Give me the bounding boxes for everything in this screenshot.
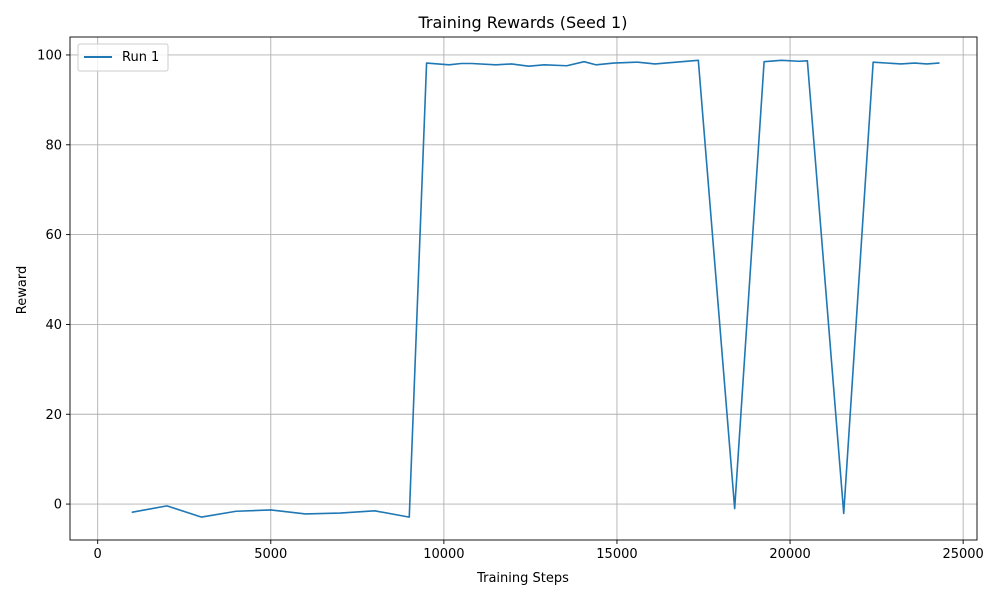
series-layer — [131, 59, 940, 518]
legend: Run 1 — [77, 43, 169, 72]
legend-box — [77, 43, 169, 72]
y-axis-label: Reward — [15, 266, 30, 314]
ticks: 0 5000 10000 15000 20000 25000 0 20 40 60 80 100 — [37, 48, 984, 562]
x-tick-label: 0 — [94, 547, 102, 562]
y-tick-label: 40 — [45, 318, 62, 333]
plot-frame — [69, 36, 978, 541]
x-tick-label: 5000 — [254, 547, 287, 562]
y-tick-label: 100 — [37, 48, 62, 63]
x-tick-label: 15000 — [596, 547, 637, 562]
x-tick-label: 25000 — [942, 547, 983, 562]
chart-title: Training Rewards (Seed 1) — [418, 13, 628, 32]
grid — [70, 37, 977, 540]
series-line-run-1 — [131, 59, 940, 518]
x-tick-label: 10000 — [423, 547, 464, 562]
y-tick-label: 80 — [45, 138, 62, 153]
y-tick-label: 20 — [45, 408, 62, 423]
x-axis-label: Training Steps — [476, 571, 569, 586]
y-tick-label: 0 — [54, 498, 62, 513]
legend-label-run-1: Run 1 — [122, 50, 159, 65]
x-tick-label: 20000 — [769, 547, 810, 562]
y-tick-label: 60 — [45, 228, 62, 243]
